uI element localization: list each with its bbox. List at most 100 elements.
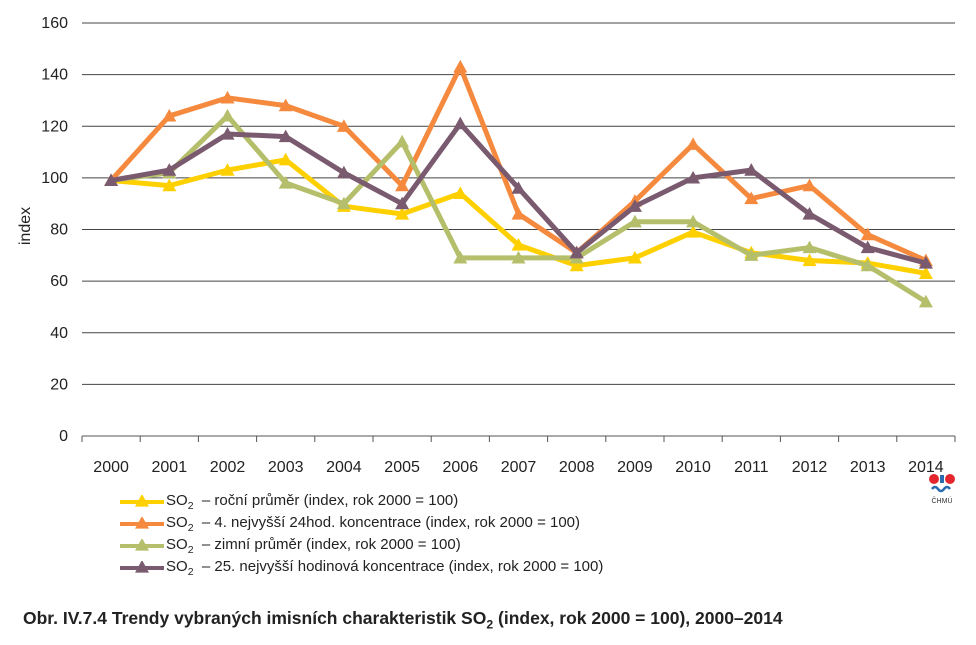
data-point [511,250,526,264]
data-point [627,250,642,264]
legend-item: SO2 – 25. nejvyšší hodinová koncentrace … [120,557,603,579]
x-tick-label: 2010 [675,459,711,476]
caption-suffix: (index, rok 2000 = 100), 2000–2014 [493,608,783,628]
data-point [220,108,235,122]
data-point [278,98,293,112]
y-tick-label: 120 [41,118,68,135]
data-point [453,250,468,264]
data-point [511,207,526,220]
data-point [569,258,584,272]
data-point [918,294,933,308]
x-tick-label: 2013 [850,459,886,476]
data-point [860,240,875,254]
legend-label: SO2 – 25. nejvyšší hodinová koncentrace … [166,558,604,578]
data-point [336,119,351,132]
data-point [686,225,701,238]
legend-swatch [120,539,164,551]
data-point [627,199,642,212]
y-tick-labels: 0 20 40 60 80 100 120 140 160 [41,15,68,445]
legend-item: SO2 – zimní průměr (index, rok 2000 = 10… [120,535,603,557]
series-4 [104,116,933,269]
x-tick-label: 2009 [617,459,653,476]
x-tick-label: 2011 [734,459,769,476]
y-tick-label: 100 [41,170,68,187]
legend-label: SO2 – 4. nejvyšší 24hod. koncentrace (in… [166,514,581,534]
data-point [220,90,235,104]
data-point [918,256,933,269]
data-point [278,176,293,189]
data-point [686,214,701,228]
data-point [453,116,468,130]
x-tick-label: 2002 [210,459,246,476]
y-tick-label: 80 [50,222,68,239]
figure-caption: Obr. IV.7.4 Trendy vybraných imisních ch… [23,608,783,632]
y-axis-label: index [17,207,34,245]
caption-sub: 2 [486,617,494,632]
data-point [220,163,235,176]
caption-prefix: Obr. IV.7.4 Trendy vybraných imisních ch… [23,608,487,628]
x-tick-label: 2005 [384,459,420,476]
legend-swatch [120,561,164,573]
x-tick-label: 2000 [93,459,129,476]
data-point [162,108,177,122]
logo-text: ČHMÚ [931,498,953,505]
data-point [162,163,177,176]
legend-swatch [120,495,164,507]
data-point [860,258,875,272]
data-point [627,214,642,228]
x-tick-label: 2004 [326,459,362,476]
data-point [395,178,410,192]
data-point [162,178,177,192]
data-point [104,173,119,187]
data-point [744,248,759,261]
data-point [744,191,759,205]
x-tick-label: 2006 [443,459,479,476]
x-tick-label: 2014 [908,459,944,476]
series-2 [104,59,933,267]
data-point [278,129,293,143]
x-tick-label: 2012 [792,459,828,476]
chmu-logo: ČHMÚ [924,474,960,508]
gridlines [81,22,956,442]
data-point [802,178,817,192]
data-point [686,170,701,184]
data-point [860,227,875,241]
data-point [511,237,526,251]
y-tick-label: 140 [41,67,68,84]
data-point [395,134,410,148]
data-point [395,196,410,210]
series-line [109,64,927,263]
y-tick-label: 0 [59,428,68,445]
x-tick-label: 2003 [268,459,304,476]
legend-item: SO2 – 4. nejvyšší 24hod. koncentrace (in… [120,513,603,535]
x-tick-labels: 2000 2001 2002 2003 2004 2005 2006 2007 2008 2009… [93,459,943,476]
data-point [802,240,817,254]
data-point [802,207,817,220]
y-tick-label: 40 [50,325,68,342]
y-tick-label: 60 [50,273,68,290]
data-point [336,165,351,179]
legend-label: SO2 – roční průměr (index, rok 2000 = 10… [166,492,459,512]
series-lines [104,59,933,308]
legend: SO2 – roční průměr (index, rok 2000 = 10… [120,491,603,579]
legend-item: SO2 – roční průměr (index, rok 2000 = 10… [120,491,603,513]
chmu-logo-icon [929,474,955,493]
x-tick-label: 2001 [152,459,188,476]
legend-swatch [120,517,164,529]
data-point [453,186,468,199]
y-tick-label: 20 [50,376,68,393]
data-point [744,163,759,176]
data-point [220,126,235,140]
data-point [918,266,933,279]
data-point [336,196,351,210]
x-tick-label: 2007 [501,459,537,476]
data-point [569,245,584,259]
data-point [395,207,410,220]
data-point [686,137,701,150]
x-tick-label: 2008 [559,459,595,476]
data-point [802,253,817,267]
legend-label: SO2 – zimní průměr (index, rok 2000 = 10… [166,536,461,556]
data-point [278,152,293,166]
y-tick-label: 160 [41,15,68,32]
